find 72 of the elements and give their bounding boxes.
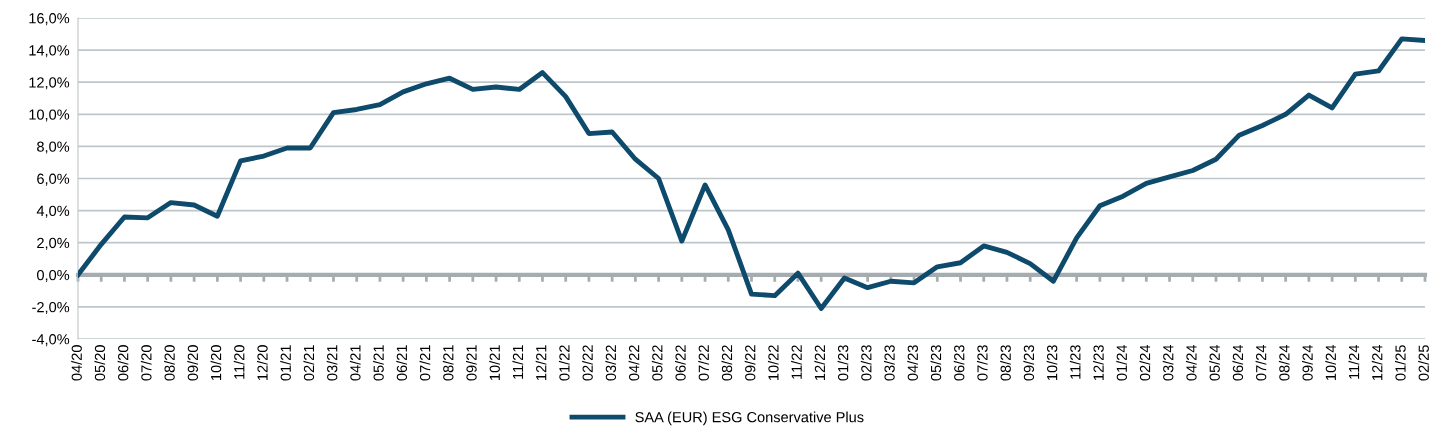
x-tick-label: 07/24 [1255,344,1267,381]
x-tick-label: 08/23 [1000,345,1011,381]
x-tick-label: 04/20 [71,345,82,381]
x-tick-label: 03/22 [605,345,617,381]
x-tick-label: 08/24 [1278,344,1290,381]
y-tick-label: 10,0% [29,109,70,122]
x-tick-label: 07/22 [698,345,709,381]
x-tick-label: 10/24 [1325,344,1337,380]
x-tick-label: 05/21 [373,345,384,381]
x-tick-label: 05/24 [1209,344,1220,381]
y-tick-label: 14,0% [29,45,70,58]
x-tick-label: 07/21 [419,345,431,381]
x-tick-label: 08/21 [442,345,454,381]
x-tick-label: 02/25 [1418,345,1429,381]
x-tick-label: 12/24 [1371,344,1383,380]
y-tick-label: 8,0% [37,141,70,154]
x-tick-label: 03/23 [884,345,895,381]
y-tick-label: 12,0% [29,77,70,90]
x-tick-label: 09/24 [1302,344,1313,381]
x-tick-label: 10/23 [1046,345,1058,380]
x-tick-label: 05/20 [94,345,106,381]
x-tick-label: 04/24 [1185,344,1197,381]
y-tick-label: 4,0% [36,205,70,218]
line-series [78,36,1425,311]
y-tick-label: 6,0% [37,173,70,186]
x-tick-label: 12/22 [814,345,826,380]
x-tick-label: 09/20 [187,345,199,381]
x-tick-label: 08/22 [721,345,733,381]
x-tick-label: 10/20 [210,345,222,380]
x-tick-label: 06/20 [117,345,129,381]
x-tick-label: 04/22 [628,345,640,381]
y-tick-label: 16,0% [29,13,70,26]
x-tick-label: 08/20 [164,345,175,381]
x-tick-label: 01/25 [1394,345,1406,381]
x-tick-label: 03/24 [1162,344,1174,381]
x-tick-label: 12/21 [535,345,547,380]
x-tick-label: 01/21 [280,345,291,381]
x-tick-label: 05/22 [651,345,663,381]
x-tick-label: 02/24 [1139,344,1151,381]
x-tick-label: 02/22 [582,345,593,381]
x-tick-label: 01/23 [837,345,849,381]
x-tick-label: 11/21 [512,345,524,379]
y-tick-label: -2,0% [32,302,70,315]
x-tick-label: 05/23 [930,345,942,381]
x-tick-label: 03/21 [326,345,338,381]
x-tick-label: 10/21 [489,345,500,380]
x-tick-label: 06/22 [675,345,686,381]
x-tick-label: 04/23 [907,345,918,381]
x-tick-label: 07/20 [140,345,152,381]
x-tick-label: 11/23 [1069,345,1081,379]
x-tick-label: 11/20 [233,345,245,379]
x-tick-label: 09/22 [744,345,756,381]
y-tick-label: -4,0% [32,334,70,347]
x-tick-label: 04/21 [349,345,361,381]
x-tick-label: 07/23 [976,345,988,381]
x-tick-label: 11/24 [1348,344,1360,379]
x-tick-label: 12/23 [1093,345,1104,380]
x-tick-label: 01/24 [1116,344,1127,381]
x-tick-label: 06/24 [1232,344,1244,381]
x-tick-label: 06/23 [953,345,965,381]
x-tick-label: 02/21 [303,345,315,381]
x-tick-label: 06/21 [396,345,408,381]
x-tick-label: 12/20 [257,345,268,380]
y-tick-label: 0,0% [37,269,70,282]
x-tick-label: 11/22 [791,345,802,379]
legend-label: SAA (EUR) ESG Conservative Plus [635,411,864,426]
y-tick-label: 2,0% [37,237,70,250]
x-tick-label: 10/22 [767,345,779,380]
x-tick-label: 09/23 [1023,345,1035,381]
x-tick-label: 01/22 [558,345,570,381]
x-tick-label: 09/21 [466,345,477,381]
x-tick-label: 02/23 [860,345,872,381]
